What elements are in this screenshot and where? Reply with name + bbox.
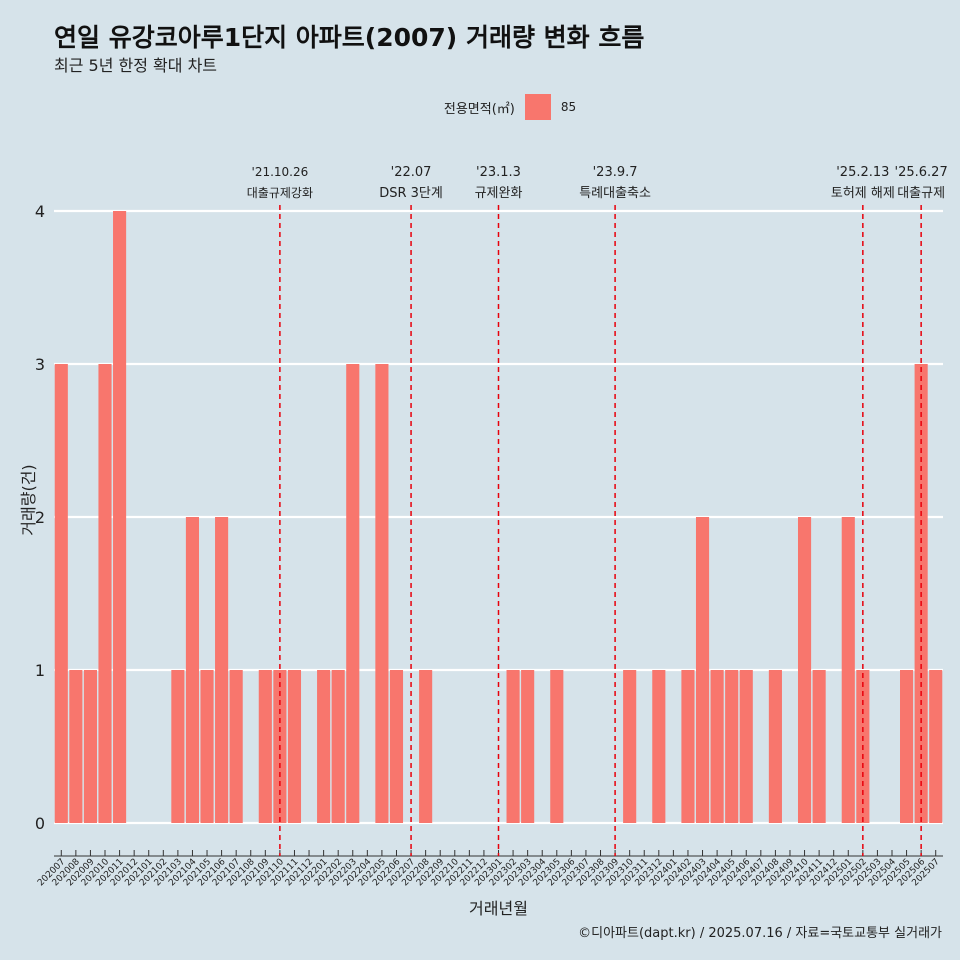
bar bbox=[346, 364, 360, 823]
bar bbox=[287, 670, 302, 823]
bar bbox=[797, 517, 812, 823]
caption: ©디아파트(dapt.kr) / 2025.07.16 / 자료=국토교통부 실… bbox=[578, 926, 942, 941]
event-date-label: '25.6.27 bbox=[895, 165, 948, 180]
bar bbox=[54, 364, 68, 823]
bar bbox=[389, 670, 404, 823]
bar bbox=[710, 670, 724, 823]
bar bbox=[215, 517, 229, 823]
event-date-label: '23.1.3 bbox=[476, 165, 521, 180]
bar bbox=[652, 670, 666, 823]
bar bbox=[900, 670, 914, 823]
chart-title: 연일 유강코아루1단지 아파트(2007) 거래량 변화 흐름 bbox=[54, 23, 645, 52]
y-tick-label: 3 bbox=[35, 355, 45, 374]
bar bbox=[841, 517, 855, 823]
event-text-label: 특례대출축소 bbox=[579, 186, 651, 201]
event-date-label: '23.9.7 bbox=[593, 165, 638, 180]
bar bbox=[739, 670, 753, 823]
bar bbox=[113, 211, 127, 823]
bar bbox=[812, 670, 826, 823]
bar bbox=[317, 670, 331, 823]
legend-label: 85 bbox=[560, 100, 577, 114]
bar bbox=[623, 670, 637, 823]
bar bbox=[200, 670, 214, 823]
event-text-label: 대출규제 bbox=[897, 186, 945, 201]
bar bbox=[768, 670, 782, 823]
bar bbox=[929, 670, 943, 823]
event-date-label: '25.2.13 bbox=[836, 165, 889, 180]
legend-title: 전용면적(㎡) bbox=[443, 101, 515, 117]
bar bbox=[681, 670, 695, 823]
bar bbox=[375, 364, 389, 823]
chart-subtitle: 최근 5년 한정 확대 차트 bbox=[54, 56, 218, 75]
x-axis-title: 거래년월 bbox=[469, 899, 528, 918]
y-tick-label: 4 bbox=[35, 202, 45, 221]
bar bbox=[171, 670, 185, 823]
bar bbox=[98, 364, 112, 823]
legend-key bbox=[524, 94, 551, 120]
bar bbox=[258, 670, 272, 823]
event-text-label: 토허제 해제 bbox=[831, 186, 895, 201]
bar bbox=[419, 670, 433, 823]
event-date-label: '22.07 bbox=[391, 165, 432, 180]
y-tick-label: 0 bbox=[35, 814, 45, 833]
bar bbox=[550, 670, 564, 823]
y-axis-title: 거래량(건) bbox=[19, 464, 38, 535]
bar bbox=[725, 670, 739, 823]
event-date-label: '21.10.26 bbox=[252, 165, 309, 179]
y-tick-label: 2 bbox=[35, 508, 45, 527]
bar bbox=[506, 670, 520, 823]
bar bbox=[695, 517, 710, 823]
bar bbox=[83, 670, 97, 823]
bar bbox=[229, 670, 243, 823]
event-text-label: DSR 3단계 bbox=[379, 186, 443, 201]
event-text-label: 대출규제강화 bbox=[247, 186, 313, 200]
y-tick-label: 1 bbox=[35, 661, 45, 680]
bar bbox=[521, 670, 535, 823]
event-text-label: 규제완화 bbox=[475, 186, 523, 201]
bar bbox=[185, 517, 200, 823]
bar bbox=[331, 670, 345, 823]
bar bbox=[69, 670, 83, 823]
legend: 전용면적(㎡) 85 bbox=[30, 93, 960, 121]
